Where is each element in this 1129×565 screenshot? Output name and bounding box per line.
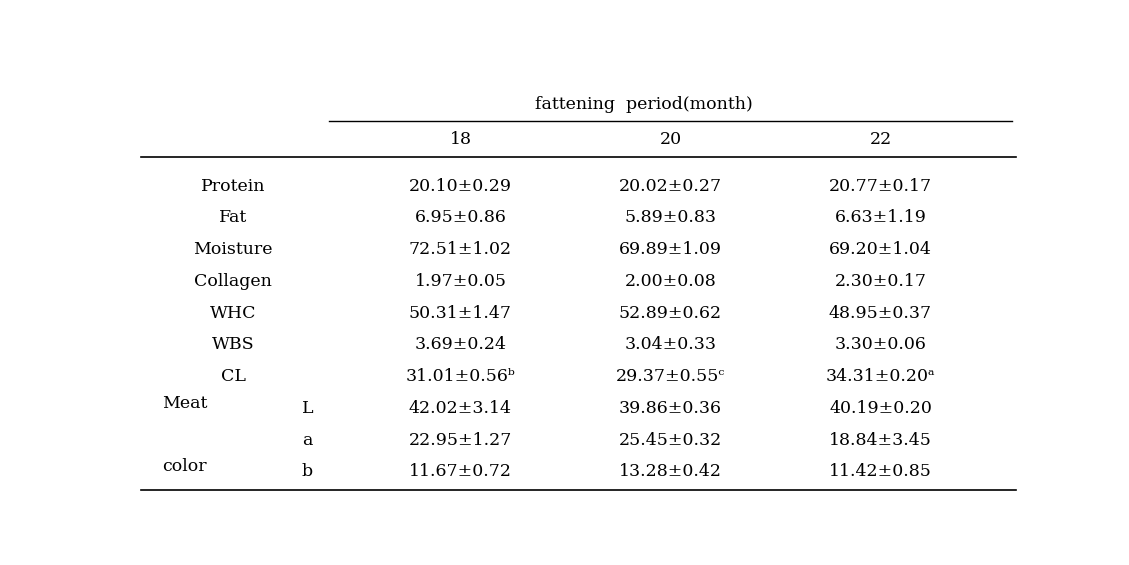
Text: 40.19±0.20: 40.19±0.20 bbox=[829, 400, 931, 417]
Text: 50.31±1.47: 50.31±1.47 bbox=[409, 305, 511, 321]
Text: 20.77±0.17: 20.77±0.17 bbox=[829, 177, 933, 194]
Text: Fat: Fat bbox=[219, 210, 247, 227]
Text: Meat: Meat bbox=[163, 395, 208, 412]
Text: 18.84±3.45: 18.84±3.45 bbox=[829, 432, 931, 449]
Text: 13.28±0.42: 13.28±0.42 bbox=[619, 463, 721, 480]
Text: 5.89±0.83: 5.89±0.83 bbox=[624, 210, 717, 227]
Text: 39.86±0.36: 39.86±0.36 bbox=[619, 400, 721, 417]
Text: 22: 22 bbox=[869, 131, 892, 148]
Text: 72.51±1.02: 72.51±1.02 bbox=[409, 241, 513, 258]
Text: 3.69±0.24: 3.69±0.24 bbox=[414, 336, 507, 354]
Text: WBS: WBS bbox=[211, 336, 254, 354]
Text: 29.37±0.55ᶜ: 29.37±0.55ᶜ bbox=[615, 368, 725, 385]
Text: 6.95±0.86: 6.95±0.86 bbox=[414, 210, 507, 227]
Text: a: a bbox=[303, 432, 313, 449]
Text: 25.45±0.32: 25.45±0.32 bbox=[619, 432, 723, 449]
Text: fattening  period(month): fattening period(month) bbox=[535, 96, 753, 113]
Text: Moisture: Moisture bbox=[193, 241, 273, 258]
Text: 69.20±1.04: 69.20±1.04 bbox=[829, 241, 931, 258]
Text: 48.95±0.37: 48.95±0.37 bbox=[829, 305, 933, 321]
Text: 2.00±0.08: 2.00±0.08 bbox=[624, 273, 717, 290]
Text: 1.97±0.05: 1.97±0.05 bbox=[414, 273, 507, 290]
Text: 69.89±1.09: 69.89±1.09 bbox=[619, 241, 721, 258]
Text: CL: CL bbox=[220, 368, 245, 385]
Text: b: b bbox=[301, 463, 313, 480]
Text: 42.02±3.14: 42.02±3.14 bbox=[409, 400, 511, 417]
Text: 3.04±0.33: 3.04±0.33 bbox=[624, 336, 717, 354]
Text: 2.30±0.17: 2.30±0.17 bbox=[834, 273, 927, 290]
Text: 11.42±0.85: 11.42±0.85 bbox=[829, 463, 931, 480]
Text: Protein: Protein bbox=[201, 177, 265, 194]
Text: 20.02±0.27: 20.02±0.27 bbox=[619, 177, 723, 194]
Text: 11.67±0.72: 11.67±0.72 bbox=[409, 463, 511, 480]
Text: 22.95±1.27: 22.95±1.27 bbox=[409, 432, 513, 449]
Text: Collagen: Collagen bbox=[194, 273, 272, 290]
Text: 3.30±0.06: 3.30±0.06 bbox=[834, 336, 927, 354]
Text: 20.10±0.29: 20.10±0.29 bbox=[409, 177, 511, 194]
Text: WHC: WHC bbox=[210, 305, 256, 321]
Text: 31.01±0.56ᵇ: 31.01±0.56ᵇ bbox=[405, 368, 515, 385]
Text: color: color bbox=[163, 458, 208, 475]
Text: L: L bbox=[301, 400, 313, 417]
Text: 34.31±0.20ᵃ: 34.31±0.20ᵃ bbox=[825, 368, 935, 385]
Text: 18: 18 bbox=[449, 131, 472, 148]
Text: 6.63±1.19: 6.63±1.19 bbox=[834, 210, 927, 227]
Text: 20: 20 bbox=[659, 131, 682, 148]
Text: 52.89±0.62: 52.89±0.62 bbox=[619, 305, 723, 321]
